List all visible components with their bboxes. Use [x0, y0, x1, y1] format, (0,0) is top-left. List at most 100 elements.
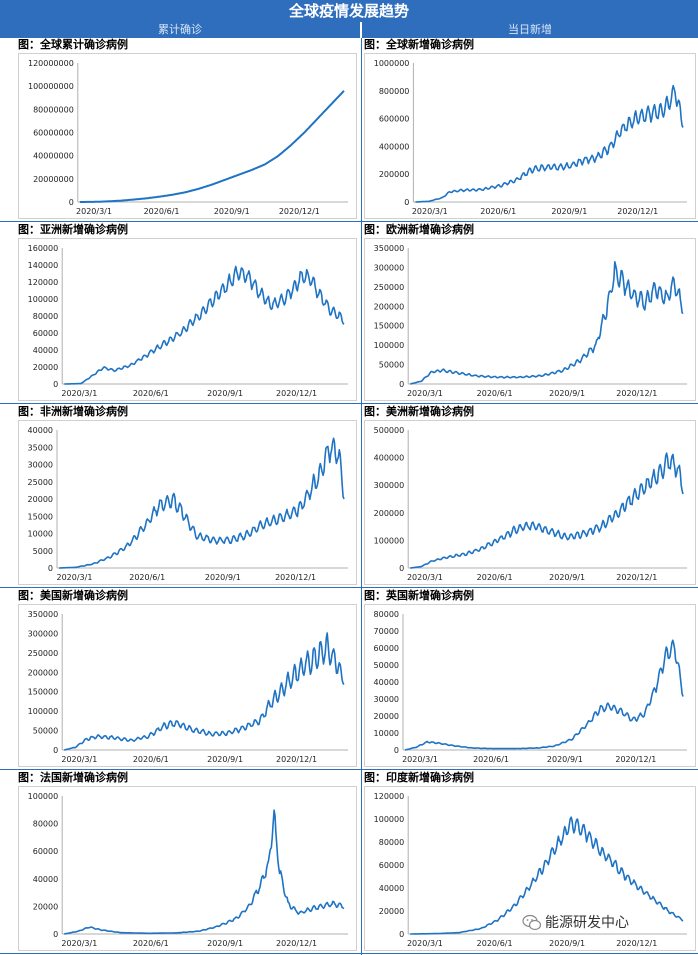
chart-title: 图：法国新增确诊病例 — [18, 771, 128, 784]
x-tick-label: 2020/3/1 — [407, 573, 443, 582]
x-tick-label: 2020/12/1 — [616, 389, 657, 398]
y-tick-label: 40000000 — [33, 152, 74, 161]
y-tick-label: 0 — [53, 746, 58, 755]
chart-panel-africa-daily: 图：非洲新增确诊病例 0 5000 10000 15000 20000 25000 30000… — [18, 405, 357, 587]
x-tick-label: 2020/3/1 — [402, 755, 438, 764]
series-line — [410, 261, 684, 385]
y-tick-label: 200000 — [374, 509, 405, 518]
y-tick-label: 250000 — [374, 283, 405, 292]
column-header-cumulative: 累计确诊 — [0, 22, 361, 38]
x-tick-label: 2020/9/1 — [214, 207, 250, 216]
y-tick-label: 50000 — [33, 727, 58, 736]
x-tick-label: 2020/9/1 — [205, 573, 241, 582]
y-tick-label: 80000 — [33, 820, 58, 829]
x-tick-label: 2020/12/1 — [275, 573, 316, 582]
x-tick-label: 2020/6/1 — [473, 755, 509, 764]
x-tick-label: 2020/9/1 — [207, 389, 243, 398]
y-tick-label: 80000000 — [33, 105, 74, 114]
y-tick-label: 60000 — [33, 329, 58, 338]
y-tick-label: 400000 — [374, 454, 405, 463]
chart-svg: 0 50000 100000 150000 200000 250000 300000 3500… — [28, 610, 348, 764]
x-tick-label: 2020/6/1 — [133, 755, 169, 764]
x-tick-label: 2020/12/1 — [276, 939, 317, 948]
chart-title: 图：欧洲新增确诊病例 — [364, 223, 474, 236]
chart-title: 图：印度新增确诊病例 — [364, 771, 474, 784]
x-tick-label: 2020/6/1 — [133, 939, 169, 948]
y-tick-label: 1000000 — [374, 59, 410, 68]
chart-plot-area: 0 20000 40000 60000 80000 100000 2020/3/1 2020/… — [18, 786, 357, 951]
wechat-icon — [522, 914, 542, 931]
x-tick-label: 2020/3/1 — [76, 207, 112, 216]
y-tick-label: 60000000 — [33, 129, 74, 138]
series-line — [64, 632, 345, 751]
y-tick-label: 300000 — [28, 629, 59, 638]
y-tick-label: 60000 — [379, 861, 404, 870]
y-tick-label: 250000 — [28, 649, 59, 658]
x-tick-label: 2020/9/1 — [549, 939, 585, 948]
y-tick-label: 0 — [53, 930, 58, 939]
column-header-daily: 当日新增 — [362, 22, 698, 38]
y-tick-label: 120000 — [28, 278, 59, 287]
chart-title: 图：全球新增确诊病例 — [364, 38, 474, 51]
series-line — [410, 816, 684, 935]
y-tick-label: 300000 — [374, 263, 405, 272]
y-tick-label: 20000 — [33, 363, 58, 372]
x-tick-label: 2020/12/1 — [615, 755, 656, 764]
chart-panel-asia-daily: 图：亚洲新增确诊病例 0 20000 40000 60000 80000 100000 120… — [18, 223, 357, 403]
chart-svg: 0 20000 40000 60000 80000 100000 120000 140000 1… — [28, 244, 348, 398]
y-tick-label: 600000 — [379, 115, 410, 124]
y-tick-label: 25000 — [28, 478, 53, 487]
chart-plot-area: 0 50000 100000 150000 200000 250000 300000 3500… — [18, 604, 357, 767]
chart-title: 图：美国新增确诊病例 — [18, 589, 128, 602]
chart-plot-area: 0 10000 20000 30000 40000 50000 60000 70000 8000… — [364, 604, 696, 767]
series-line — [64, 265, 345, 385]
y-tick-label: 35000 — [28, 443, 53, 452]
y-tick-label: 50000 — [374, 661, 399, 670]
y-tick-label: 0 — [48, 564, 53, 573]
y-tick-label: 15000 — [28, 512, 53, 521]
y-tick-label: 0 — [399, 380, 404, 389]
y-tick-label: 500000 — [374, 426, 405, 435]
y-tick-label: 120000 — [374, 792, 405, 801]
series-line — [64, 809, 345, 935]
y-tick-label: 300000 — [374, 481, 405, 490]
series-line — [79, 90, 345, 203]
y-tick-label: 40000 — [28, 426, 53, 435]
x-tick-label: 2020/9/1 — [207, 755, 243, 764]
chart-title: 图：英国新增确诊病例 — [364, 589, 474, 602]
chart-svg: 0 5000 10000 15000 20000 25000 30000 35000 40000… — [28, 426, 348, 582]
y-tick-label: 200000 — [374, 302, 405, 311]
x-tick-label: 2020/3/1 — [61, 389, 97, 398]
y-tick-label: 20000 — [28, 495, 53, 504]
series-line — [415, 84, 684, 203]
y-tick-label: 20000000 — [33, 175, 74, 184]
chart-title: 图：全球累计确诊病例 — [18, 38, 128, 51]
chart-svg: 0 10000 20000 30000 40000 50000 60000 70000 8000… — [374, 610, 687, 764]
y-tick-label: 20000 — [374, 712, 399, 721]
y-tick-label: 100000 — [374, 815, 405, 824]
y-tick-label: 0 — [404, 198, 409, 207]
chart-plot-area: 0 50000 100000 150000 200000 250000 300000 3500… — [364, 238, 696, 401]
x-tick-label: 2020/6/1 — [477, 939, 513, 948]
chart-plot-area: 0 20000000 40000000 60000000 80000000 1000000… — [18, 53, 357, 219]
y-tick-label: 100000 — [28, 295, 59, 304]
x-tick-label: 2020/3/1 — [407, 939, 443, 948]
chart-panel-global-daily: 图：全球新增确诊病例 0 200000 400000 600000 800000 10000… — [364, 38, 696, 221]
y-tick-label: 100000 — [374, 341, 405, 350]
x-tick-label: 2020/3/1 — [56, 573, 92, 582]
x-tick-label: 2020/3/1 — [61, 755, 97, 764]
y-tick-label: 10000 — [28, 530, 53, 539]
y-tick-label: 10000 — [374, 729, 399, 738]
y-tick-label: 20000 — [379, 907, 404, 916]
y-tick-label: 80000 — [374, 610, 399, 619]
chart-panel-uk-daily: 图：英国新增确诊病例 0 10000 20000 30000 40000 50000 6000… — [364, 589, 696, 769]
chart-title: 图：美洲新增确诊病例 — [364, 405, 474, 418]
series-line — [404, 639, 684, 751]
y-tick-label: 40000 — [33, 346, 58, 355]
x-tick-label: 2020/9/1 — [207, 939, 243, 948]
watermark-text: 能源研发中心 — [545, 915, 629, 931]
chart-svg: 0 20000 40000 60000 80000 100000 120000 2020/3/… — [374, 792, 687, 948]
y-tick-label: 800000 — [379, 87, 410, 96]
x-tick-label: 2020/12/1 — [276, 755, 317, 764]
x-tick-label: 2020/9/1 — [551, 207, 587, 216]
